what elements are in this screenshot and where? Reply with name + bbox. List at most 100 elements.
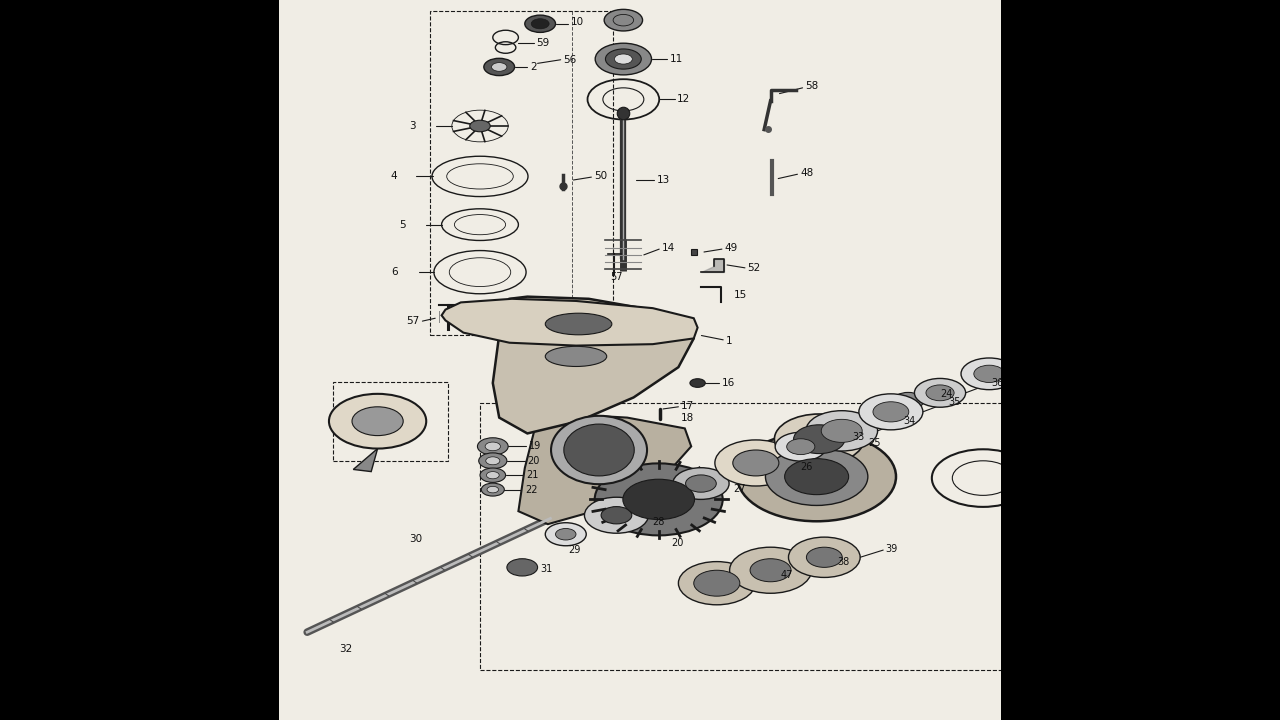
Text: 36: 36 bbox=[991, 378, 1004, 388]
Circle shape bbox=[605, 49, 641, 69]
Circle shape bbox=[678, 562, 755, 605]
Circle shape bbox=[492, 63, 507, 71]
Circle shape bbox=[585, 498, 649, 534]
Circle shape bbox=[794, 425, 845, 454]
Bar bbox=[279, 0, 1001, 720]
Text: 5: 5 bbox=[399, 220, 406, 230]
Circle shape bbox=[486, 472, 499, 479]
Text: 6: 6 bbox=[392, 267, 398, 277]
Text: 33: 33 bbox=[852, 431, 864, 441]
Ellipse shape bbox=[545, 313, 612, 335]
Ellipse shape bbox=[564, 424, 635, 476]
Circle shape bbox=[602, 507, 632, 524]
Text: 31: 31 bbox=[540, 564, 553, 574]
Text: 28: 28 bbox=[653, 518, 664, 528]
Circle shape bbox=[806, 410, 878, 451]
Circle shape bbox=[859, 394, 923, 430]
Text: 22: 22 bbox=[525, 485, 538, 495]
Circle shape bbox=[477, 438, 508, 455]
Circle shape bbox=[470, 120, 490, 132]
Circle shape bbox=[614, 54, 632, 64]
Circle shape bbox=[595, 464, 723, 536]
Text: 20: 20 bbox=[672, 538, 684, 548]
Text: 52: 52 bbox=[748, 263, 760, 273]
Circle shape bbox=[604, 9, 643, 31]
Text: 47: 47 bbox=[781, 570, 794, 580]
Circle shape bbox=[925, 385, 954, 401]
Circle shape bbox=[531, 19, 549, 29]
Text: 56: 56 bbox=[563, 55, 576, 65]
Text: 35: 35 bbox=[948, 397, 961, 407]
Polygon shape bbox=[442, 299, 698, 346]
Text: 10: 10 bbox=[571, 17, 584, 27]
Text: 20: 20 bbox=[527, 456, 540, 466]
Polygon shape bbox=[493, 297, 694, 433]
Circle shape bbox=[914, 379, 965, 408]
Circle shape bbox=[545, 523, 586, 546]
Bar bbox=[333, 382, 448, 461]
Text: 18: 18 bbox=[681, 413, 694, 423]
Ellipse shape bbox=[550, 416, 648, 484]
Bar bbox=[1001, 0, 1280, 720]
Circle shape bbox=[730, 547, 812, 593]
Circle shape bbox=[690, 379, 705, 387]
Circle shape bbox=[737, 432, 896, 521]
Circle shape bbox=[785, 459, 849, 495]
Text: 30: 30 bbox=[410, 534, 422, 544]
Text: 3: 3 bbox=[410, 121, 416, 131]
Text: 15: 15 bbox=[733, 290, 746, 300]
Ellipse shape bbox=[545, 346, 607, 366]
Text: 27: 27 bbox=[733, 485, 745, 495]
Circle shape bbox=[694, 570, 740, 596]
Text: 16: 16 bbox=[722, 378, 735, 388]
Circle shape bbox=[480, 468, 506, 482]
Text: 29: 29 bbox=[568, 545, 581, 555]
Circle shape bbox=[484, 58, 515, 76]
Text: 26: 26 bbox=[801, 462, 813, 472]
Text: 19: 19 bbox=[529, 441, 541, 451]
Text: 48: 48 bbox=[800, 168, 813, 178]
Text: 32: 32 bbox=[339, 644, 352, 654]
Circle shape bbox=[806, 547, 842, 567]
Text: 59: 59 bbox=[536, 38, 549, 48]
Circle shape bbox=[787, 438, 815, 454]
Text: 57: 57 bbox=[611, 272, 623, 282]
Text: 24: 24 bbox=[941, 389, 952, 399]
Text: 13: 13 bbox=[657, 175, 669, 185]
Text: 11: 11 bbox=[669, 54, 682, 64]
Circle shape bbox=[822, 419, 863, 442]
Text: 58: 58 bbox=[805, 81, 818, 91]
Text: 17: 17 bbox=[681, 401, 694, 411]
Circle shape bbox=[525, 15, 556, 32]
Polygon shape bbox=[518, 414, 691, 524]
Bar bbox=[0, 0, 279, 720]
Circle shape bbox=[479, 453, 507, 469]
Circle shape bbox=[788, 537, 860, 577]
Circle shape bbox=[623, 480, 695, 520]
Circle shape bbox=[765, 448, 868, 505]
Circle shape bbox=[556, 528, 576, 540]
Circle shape bbox=[714, 440, 796, 486]
Text: 49: 49 bbox=[724, 243, 737, 253]
Circle shape bbox=[873, 402, 909, 422]
Text: 2: 2 bbox=[530, 62, 536, 72]
Circle shape bbox=[485, 442, 500, 451]
Text: 39: 39 bbox=[886, 544, 899, 554]
Text: 60: 60 bbox=[1037, 469, 1050, 480]
Bar bbox=[480, 403, 1002, 670]
Circle shape bbox=[961, 358, 1018, 390]
Text: 25: 25 bbox=[868, 438, 881, 448]
Polygon shape bbox=[701, 259, 724, 272]
Text: 4: 4 bbox=[390, 171, 397, 181]
Text: 1: 1 bbox=[726, 336, 732, 346]
Circle shape bbox=[893, 392, 924, 410]
Text: 37: 37 bbox=[1043, 359, 1055, 369]
Polygon shape bbox=[353, 449, 378, 472]
Circle shape bbox=[686, 475, 717, 492]
Text: 12: 12 bbox=[677, 94, 690, 104]
Circle shape bbox=[673, 468, 730, 500]
Circle shape bbox=[776, 432, 827, 461]
Text: 14: 14 bbox=[662, 243, 675, 253]
Text: 38: 38 bbox=[837, 557, 850, 567]
Text: 21: 21 bbox=[526, 470, 539, 480]
